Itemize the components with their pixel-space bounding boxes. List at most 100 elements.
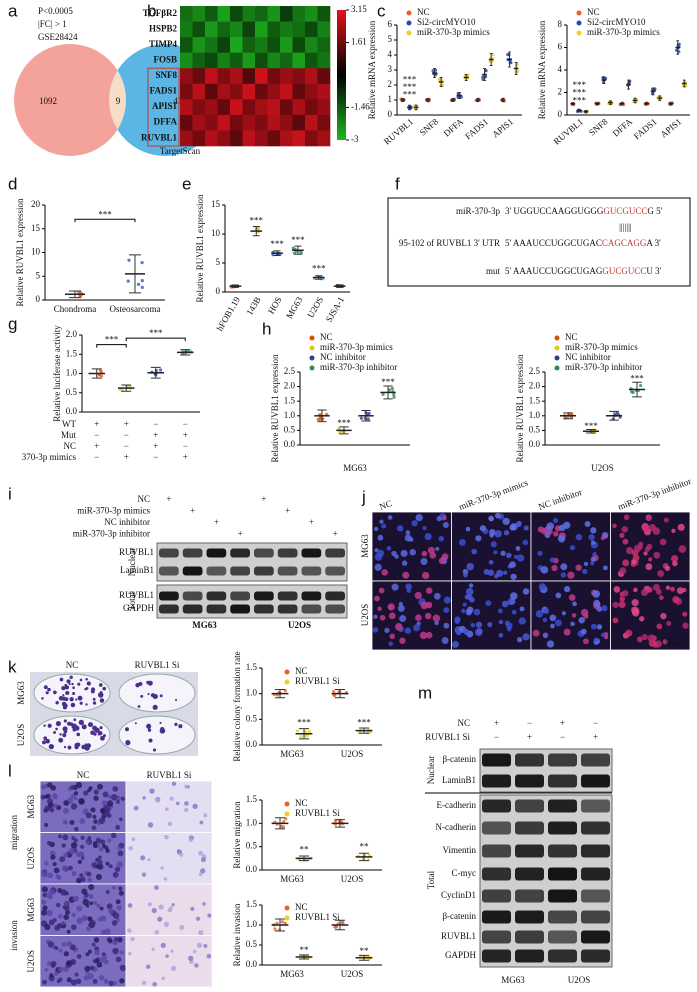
colony bbox=[64, 683, 68, 687]
heat-cell bbox=[242, 37, 256, 53]
cell bbox=[619, 596, 626, 602]
cell bbox=[207, 913, 212, 918]
cell bbox=[459, 539, 466, 546]
y-tick-label: 2 bbox=[388, 79, 393, 89]
jitter-point bbox=[392, 392, 396, 397]
y-axis-label: Relative migration bbox=[232, 801, 242, 869]
cell bbox=[41, 871, 48, 878]
cell bbox=[80, 844, 85, 849]
legend-marker bbox=[284, 915, 290, 921]
jitter-point bbox=[283, 921, 287, 925]
cell bbox=[542, 617, 548, 623]
colony bbox=[148, 738, 153, 743]
cell bbox=[70, 959, 77, 965]
cell bbox=[622, 590, 629, 597]
x-tick-label: U2OS bbox=[341, 749, 364, 759]
heat-cell bbox=[292, 6, 306, 22]
cell bbox=[374, 563, 382, 571]
x-tick-label: DFFA bbox=[611, 116, 635, 138]
cell bbox=[563, 628, 571, 636]
cell bbox=[510, 573, 517, 580]
protein-label: GAPDH bbox=[445, 950, 477, 960]
cell bbox=[91, 942, 96, 947]
heat-row-label: APIS1 bbox=[152, 101, 178, 111]
cell bbox=[618, 601, 626, 609]
legend-label: NC bbox=[295, 902, 308, 912]
colony bbox=[98, 683, 103, 687]
cell bbox=[396, 525, 404, 532]
table-sign: − bbox=[94, 452, 99, 462]
cell bbox=[58, 966, 64, 973]
cell bbox=[140, 855, 146, 861]
legend-label: miR-370-3p inhibitor bbox=[565, 362, 642, 372]
y-tick-label: 1.0 bbox=[246, 688, 258, 698]
cell bbox=[376, 549, 385, 557]
x-tick-label: Chondroma bbox=[54, 304, 97, 314]
cell bbox=[625, 629, 633, 637]
cell bbox=[206, 953, 212, 959]
heat-cell bbox=[230, 114, 243, 131]
colony bbox=[66, 679, 71, 684]
blot-band bbox=[515, 930, 544, 944]
heat-cell bbox=[317, 130, 331, 147]
cell bbox=[89, 901, 94, 906]
venn-count: 1092 bbox=[39, 96, 57, 106]
colony bbox=[137, 705, 141, 708]
blot-band bbox=[254, 591, 274, 601]
cell bbox=[515, 521, 522, 528]
panel-letter: i bbox=[8, 484, 12, 503]
blot-band bbox=[230, 566, 250, 576]
heat-cell bbox=[280, 99, 293, 116]
y-tick-label: 6 bbox=[558, 42, 563, 52]
heat-cell bbox=[267, 37, 281, 53]
cell bbox=[593, 599, 601, 607]
heat-cell bbox=[255, 68, 268, 85]
heat-row-label: FADS1 bbox=[150, 86, 178, 96]
y-tick-label: 2.0 bbox=[66, 329, 78, 339]
x-axis-label: U2OS bbox=[591, 463, 614, 473]
colony bbox=[81, 724, 87, 730]
cell bbox=[549, 614, 557, 622]
cell bbox=[154, 885, 159, 890]
cell bbox=[395, 623, 403, 631]
x-tick-label: U2OS bbox=[341, 969, 364, 979]
blot-band bbox=[206, 548, 227, 558]
colony bbox=[47, 723, 52, 728]
legend-label: Si2-circMYO10 bbox=[417, 17, 476, 27]
cell bbox=[149, 788, 155, 794]
heat-cell bbox=[242, 21, 256, 38]
cell bbox=[543, 608, 550, 614]
y-tick-label: 1.5 bbox=[284, 395, 296, 405]
colony bbox=[61, 701, 67, 707]
cell bbox=[184, 807, 189, 813]
cell bbox=[42, 979, 48, 985]
cell bbox=[504, 620, 510, 626]
cell bbox=[414, 591, 422, 600]
y-tick-label: 1.0 bbox=[246, 919, 258, 929]
cell bbox=[63, 800, 69, 806]
cell bbox=[77, 859, 82, 865]
cell bbox=[133, 805, 139, 811]
cell bbox=[73, 796, 78, 801]
venn-left bbox=[14, 44, 126, 156]
cell bbox=[378, 587, 385, 594]
heat-cell bbox=[317, 6, 331, 22]
sequence-part: 3' UGGUCCAAGGUGGG bbox=[505, 206, 604, 216]
cell bbox=[96, 903, 101, 909]
cell bbox=[377, 534, 384, 541]
x-tick-label: U2OS bbox=[305, 295, 325, 319]
cell bbox=[105, 848, 110, 854]
cell bbox=[592, 590, 601, 598]
blot-band bbox=[206, 604, 227, 614]
heat-cell bbox=[242, 83, 256, 100]
cell bbox=[672, 560, 678, 567]
binding-site: GUCGUCC bbox=[602, 266, 646, 276]
cell bbox=[372, 627, 379, 633]
y-tick-label: 1.0 bbox=[284, 410, 296, 420]
cell bbox=[588, 534, 595, 541]
cell bbox=[388, 641, 394, 647]
cell bbox=[626, 547, 634, 555]
cell bbox=[502, 517, 510, 526]
blot-band bbox=[581, 910, 610, 924]
